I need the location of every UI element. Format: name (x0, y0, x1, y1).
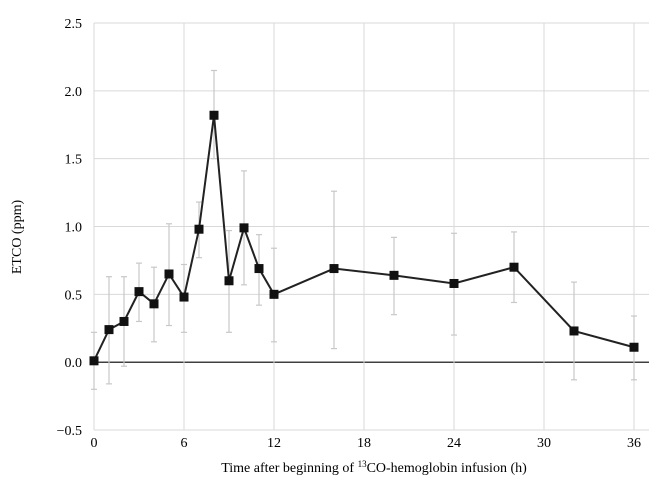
x-axis-label: Time after beginning of 13CO-hemoglobin … (221, 459, 527, 476)
x-tick-label: 36 (627, 436, 641, 451)
data-point (329, 264, 339, 274)
data-point (164, 269, 174, 279)
data-point (569, 326, 579, 336)
data-point (239, 223, 249, 233)
data-point (449, 278, 459, 288)
data-point (194, 224, 204, 234)
x-axis-label-superscript: 13 (358, 459, 368, 469)
data-point (389, 270, 399, 280)
data-point (149, 299, 159, 309)
data-point (104, 325, 114, 335)
tick-labels: −0.5 0.0 0.5 1.0 1.5 2.0 2.5 0 6 12 18 24 30 36 (57, 17, 641, 451)
data-point (179, 292, 189, 302)
data-point (89, 356, 99, 366)
data-point (509, 262, 519, 272)
x-tick-label: 0 (91, 436, 98, 451)
x-tick-label: 6 (181, 436, 188, 451)
y-tick-label: 2.0 (65, 85, 83, 100)
data-point (254, 264, 264, 274)
data-point (269, 289, 279, 299)
y-axis-label: ETCO (ppm) (10, 200, 25, 275)
y-tick-label: −0.5 (57, 424, 82, 439)
y-tick-label: 0.0 (65, 356, 83, 371)
x-tick-label: 30 (537, 436, 551, 451)
data-point (134, 287, 144, 297)
y-tick-label: 0.5 (65, 288, 83, 303)
data-point (209, 110, 219, 120)
x-axis-label-suffix: CO-hemoglobin infusion (h) (367, 461, 528, 476)
data-point (629, 342, 639, 352)
series-markers (89, 110, 639, 366)
x-axis-label-prefix: Time after beginning of (221, 461, 357, 476)
y-tick-label: 1.0 (65, 221, 83, 236)
y-tick-label: 2.5 (65, 17, 83, 32)
x-tick-label: 18 (357, 436, 371, 451)
x-tick-label: 24 (447, 436, 461, 451)
grid-layer (93, 22, 649, 431)
x-tick-label: 12 (267, 436, 281, 451)
y-tick-label: 1.5 (65, 153, 83, 168)
data-point (119, 316, 129, 326)
data-point (224, 276, 234, 286)
